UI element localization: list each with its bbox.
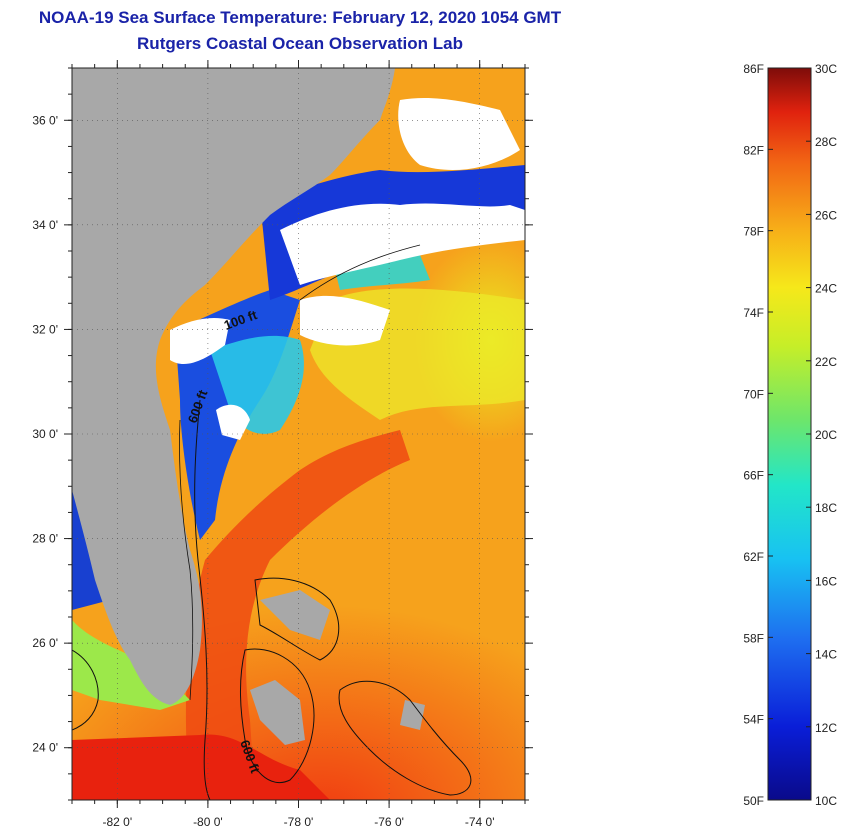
y-tick-label: 26 0' xyxy=(32,636,58,650)
map-title: NOAA-19 Sea Surface Temperature: Februar… xyxy=(38,8,562,27)
colorbar-c-label: 28C xyxy=(815,135,837,149)
colorbar-f-label: 78F xyxy=(743,225,764,239)
colorbar-f-label: 82F xyxy=(743,143,764,157)
island-grand-bahama xyxy=(260,590,330,640)
isobath-100ft-line xyxy=(179,419,194,701)
y-tick-label: 24 0' xyxy=(32,741,58,755)
shelf-contour-north xyxy=(299,244,421,301)
gulf-contour xyxy=(72,649,99,731)
colorbar-c-label: 20C xyxy=(815,428,837,442)
bank-contour-1 xyxy=(254,577,340,661)
colorbar-f-label: 86F xyxy=(743,62,764,76)
cloud-patch-4 xyxy=(216,404,250,440)
land-mass xyxy=(72,68,395,705)
y-tick-label: 32 0' xyxy=(32,322,58,336)
map-subtitle: Rutgers Coastal Ocean Observation Lab xyxy=(137,34,463,53)
graticule xyxy=(72,68,525,800)
bank-contour-3 xyxy=(338,680,472,796)
colorbar-f-label: 50F xyxy=(743,794,764,808)
colorbar-c-label: 16C xyxy=(815,574,837,588)
cloud-patch-1 xyxy=(300,295,390,346)
sst-map-image: 100 ft 600 ft 600 ft xyxy=(72,68,525,800)
bank-contour-2 xyxy=(240,648,315,784)
colorbar xyxy=(767,67,812,801)
colorbar-c-label: 12C xyxy=(815,721,837,735)
x-tick-label: -74 0' xyxy=(465,815,495,829)
colorbar-f-label: 54F xyxy=(743,713,764,727)
colorbar-c-label: 18C xyxy=(815,501,837,515)
colorbar-ticks xyxy=(768,67,811,801)
cloud-patch-2 xyxy=(170,318,230,365)
colorbar-c-label: 30C xyxy=(815,62,837,76)
cloud-band-north xyxy=(280,203,525,285)
colorbar-c-label: 26C xyxy=(815,208,837,222)
colorbar-f-label: 70F xyxy=(743,387,764,401)
map-ticks xyxy=(64,60,533,808)
y-tick-label: 36 0' xyxy=(32,113,58,127)
colorbar-c-label: 22C xyxy=(815,355,837,369)
map-axis-labels: -82 0' -80 0' -78 0' -76 0' -74 0' 36 0' 34 0'… xyxy=(32,113,494,829)
florida-straits-warm xyxy=(72,734,330,800)
colorbar-f-label: 62F xyxy=(743,550,764,564)
colorbar-c-label: 14C xyxy=(815,648,837,662)
x-tick-label: -82 0' xyxy=(102,815,132,829)
x-tick-label: -78 0' xyxy=(284,815,314,829)
island-small xyxy=(400,700,425,730)
x-tick-label: -80 0' xyxy=(193,815,223,829)
colorbar-f-label: 74F xyxy=(743,306,764,320)
colorbar-c-label: 24C xyxy=(815,282,837,296)
colorbar-f-label: 66F xyxy=(743,469,764,483)
colorbar-labels: 86F 82F 78F 74F 70F 66F 62F 58F 54F 50F 30C 28C 26C 2… xyxy=(743,62,837,808)
y-tick-label: 28 0' xyxy=(32,532,58,546)
island-andros xyxy=(250,680,305,745)
x-tick-label: -76 0' xyxy=(374,815,404,829)
y-tick-label: 30 0' xyxy=(32,427,58,441)
colorbar-f-label: 58F xyxy=(743,631,764,645)
cloud-patch-3 xyxy=(398,98,520,170)
gulf-stream-core xyxy=(185,430,410,800)
isobath-600ft-line xyxy=(194,399,211,800)
y-tick-label: 34 0' xyxy=(32,218,58,232)
colorbar-c-label: 10C xyxy=(815,794,837,808)
